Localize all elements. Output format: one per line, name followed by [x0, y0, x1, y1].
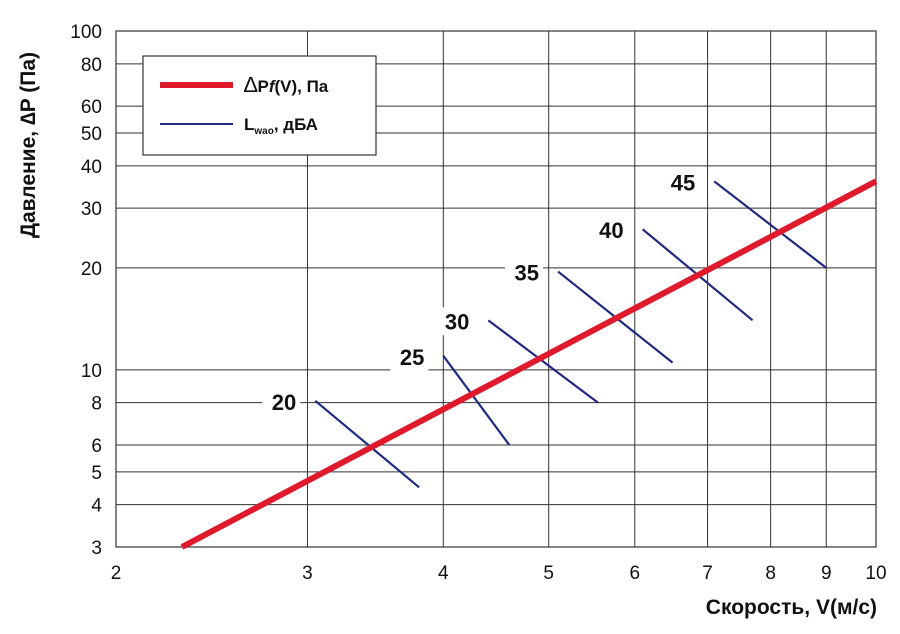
noise-label-bg [262, 387, 301, 416]
x-tick-label: 6 [629, 563, 640, 584]
y-tick-label: 5 [91, 463, 102, 484]
noise-label-bg [505, 258, 544, 287]
y-tick-label: 4 [91, 496, 102, 517]
x-tick-label: 9 [821, 563, 832, 584]
y-tick-label: 3 [91, 538, 102, 559]
x-tick-label: 2 [111, 563, 122, 584]
legend-pressure-func: f [269, 77, 277, 96]
y-tick-label: 40 [81, 157, 102, 178]
y-tick-label: 10 [81, 361, 102, 382]
x-axis-label: Скорость, V(м/с) [706, 596, 877, 619]
legend-noise-main: L [244, 115, 254, 134]
legend-pressure-suffix: (V), Па [274, 77, 328, 96]
y-tick-label: 30 [81, 199, 102, 220]
legend-noise-suffix: , дБА [274, 115, 318, 134]
y-tick-label: 20 [81, 259, 102, 280]
x-tick-label: 5 [543, 563, 554, 584]
noise-line [487, 319, 599, 404]
noise-level-label: 35 [515, 261, 539, 286]
legend-delta-symbol: ∆ [244, 72, 258, 97]
y-tick-label: 100 [70, 22, 102, 43]
legend-noise-sub: wao [253, 126, 273, 137]
y-tick-label: 8 [91, 394, 102, 415]
noise-level-label: 20 [272, 390, 296, 415]
plot-frame [115, 30, 877, 548]
legend: ∆Pf(V), Па Lwao, дБА [142, 55, 377, 156]
pressure-series [180, 178, 878, 550]
y-tick-label: 6 [91, 436, 102, 457]
y-tick-label: 80 [81, 55, 102, 76]
y-tick-labels: 3 4 5 6 8 10 20 30 40 50 60 80 100 [70, 22, 102, 559]
noise-level-label: 40 [599, 218, 623, 243]
legend-pressure-prefix: P [257, 77, 268, 96]
noise-label-bg [390, 342, 429, 371]
noise-label-bg [589, 216, 628, 245]
y-tick-label: 50 [81, 124, 102, 145]
x-tick-label: 10 [865, 563, 886, 584]
legend-box [142, 55, 377, 156]
x-tick-label: 3 [302, 563, 313, 584]
noise-level-label: 30 [445, 309, 469, 334]
x-tick-label: 4 [438, 563, 449, 584]
noise-line [314, 399, 420, 489]
noise-level-label: 45 [671, 170, 695, 195]
noise-label-bg [661, 168, 700, 197]
noise-line [713, 180, 827, 269]
noise-level-label: 25 [400, 345, 424, 370]
legend-noise-label: Lwao, дБА [244, 115, 318, 137]
x-tick-label: 8 [765, 563, 776, 584]
pressure-line [180, 178, 878, 550]
noise-line [442, 355, 511, 446]
x-tick-labels: 2 3 4 5 6 7 8 9 10 [111, 563, 887, 584]
legend-pressure-label: ∆Pf(V), Па [244, 72, 329, 97]
y-tick-label: 60 [81, 97, 102, 118]
y-axis-label: Давление, ∆P (Па) [17, 52, 40, 238]
noise-level-lines: 20 25 30 35 40 45 [262, 168, 827, 489]
x-tick-label: 7 [702, 563, 713, 584]
grid [115, 30, 877, 548]
noise-label-bg [435, 307, 474, 336]
